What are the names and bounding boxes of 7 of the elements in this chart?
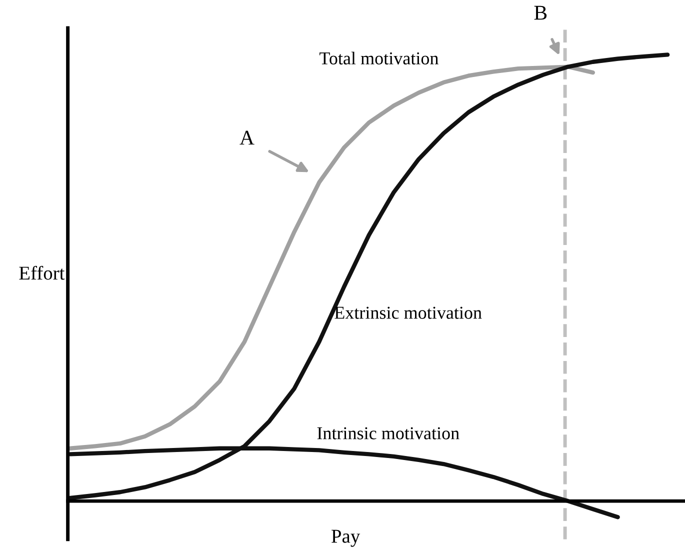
- y-axis-title: Effort: [19, 266, 65, 280]
- series-label: Extrinsic motivation: [334, 306, 482, 319]
- x-axis-title: Pay: [332, 530, 360, 547]
- series-label: Total motivation: [319, 52, 438, 64]
- series-label: Intrinsic motivation: [317, 427, 460, 440]
- annotation: A: [240, 130, 254, 145]
- text: B: [534, 6, 547, 20]
